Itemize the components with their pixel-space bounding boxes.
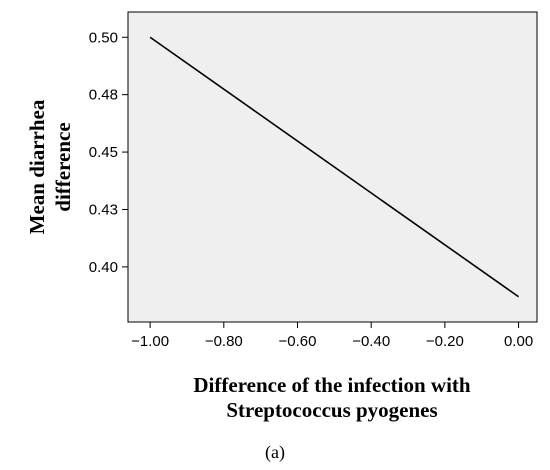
x-axis: −1.00 −0.80 −0.60 −0.40 −0.20 0.00 [131,322,533,350]
y-tick-label: 0.43 [89,201,118,218]
x-tick-label: 0.00 [504,333,533,350]
x-axis-title-line-1: Difference of the infection with [193,373,471,397]
x-tick-label: −0.80 [205,333,243,350]
y-axis: 0.40 0.43 0.45 0.48 0.50 [89,29,128,276]
y-axis-title: Mean diarrhea difference [25,99,75,234]
figure-caption: (a) [265,442,285,463]
y-axis-title-line-1: Mean diarrhea [25,99,49,234]
x-tick-label: −0.40 [352,333,390,350]
x-axis-title-line-2: Streptococcus pyogenes [226,398,437,422]
y-axis-title-line-2: difference [51,122,75,211]
y-tick-label: 0.45 [89,144,118,161]
x-tick-label: −0.20 [426,333,464,350]
plot-area [127,11,538,323]
x-tick-label: −1.00 [131,333,169,350]
y-tick-label: 0.50 [89,29,118,46]
series-line [149,36,520,298]
y-tick-label: 0.48 [89,87,118,104]
y-tick-label: 0.40 [89,259,118,276]
x-tick-label: −0.60 [279,333,317,350]
